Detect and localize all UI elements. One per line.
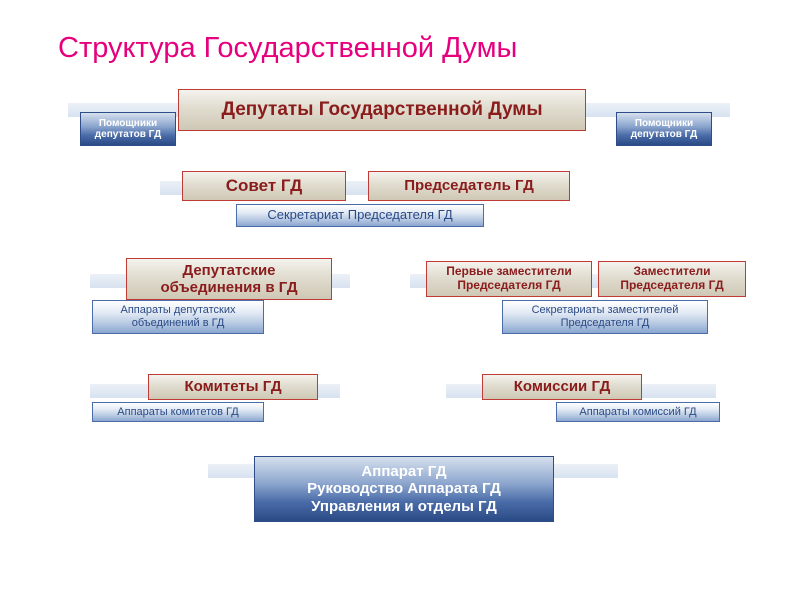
app-committees-label: Аппараты комитетов ГД [113,405,242,420]
box-commissions: Комиссии ГД [482,374,642,400]
box-council: Совет ГД [182,171,346,201]
deputies-label: Депутаты Государственной Думы [217,98,546,122]
helpers-left-label: Помощники депутатов ГД [91,117,165,142]
box-deputies: Депутаты Государственной Думы [178,89,586,131]
box-sec-vice: Секретариаты заместителей Председателя Г… [502,300,708,334]
page-title: Структура Государственной Думы [54,32,521,65]
app-commissions-label: Аппараты комиссий ГД [575,405,700,420]
first-deputies-label: Первые заместители Председателя ГД [442,264,576,294]
chairman-label: Председатель ГД [400,176,538,195]
sec-vice-label: Секретариаты заместителей Председателя Г… [528,303,683,330]
box-helpers-left: Помощники депутатов ГД [80,112,176,146]
secretariat-label: Секретариат Председателя ГД [263,207,456,224]
helpers-right-label: Помощники депутатов ГД [627,117,701,142]
page-title-text: Структура Государственной Думы [54,31,521,65]
box-committees: Комитеты ГД [148,374,318,400]
box-first-deputies: Первые заместители Председателя ГД [426,261,592,297]
app-dep-unions-label: Аппараты депутатских объединений в ГД [116,303,239,330]
box-deputies-vice: Заместители Председателя ГД [598,261,746,297]
box-app-dep-unions: Аппараты депутатских объединений в ГД [92,300,264,334]
box-apparatus: Аппарат ГД Руководство Аппарата ГД Управ… [254,456,554,522]
committees-label: Комитеты ГД [180,377,285,396]
box-app-commissions: Аппараты комиссий ГД [556,402,720,422]
deputies-vice-label: Заместители Председателя ГД [616,264,727,294]
box-chairman: Председатель ГД [368,171,570,201]
council-label: Совет ГД [222,175,307,197]
box-dep-unions: Депутатские объединения в ГД [126,258,332,300]
box-helpers-right: Помощники депутатов ГД [616,112,712,146]
dep-unions-label: Депутатские объединения в ГД [156,261,301,298]
box-app-committees: Аппараты комитетов ГД [92,402,264,422]
box-secretariat: Секретариат Председателя ГД [236,204,484,227]
commissions-label: Комиссии ГД [510,377,615,396]
apparatus-label: Аппарат ГД Руководство Аппарата ГД Управ… [303,462,505,516]
